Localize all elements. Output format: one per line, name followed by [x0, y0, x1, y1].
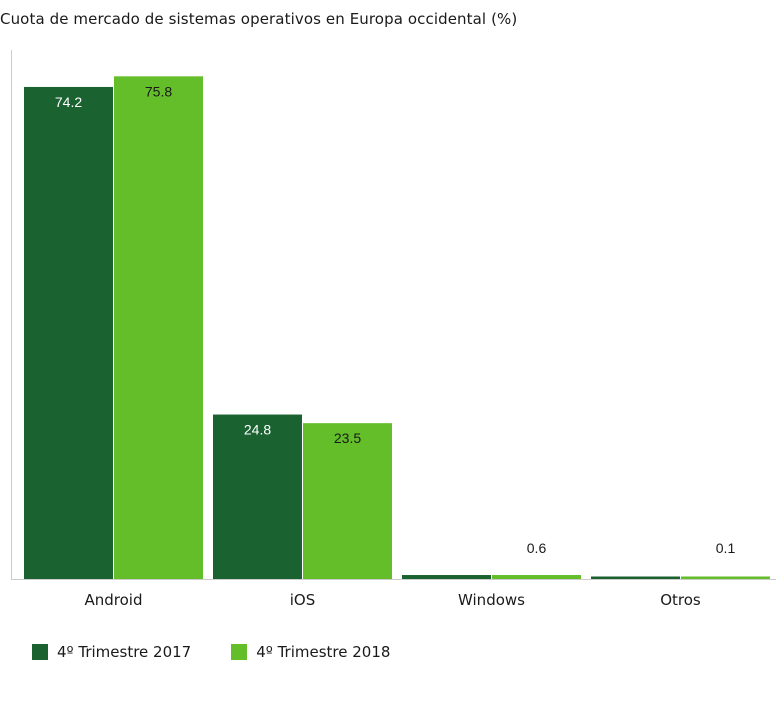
legend: 4º Trimestre 2017 4º Trimestre 2018 [32, 643, 430, 661]
chart-title: Cuota de mercado de sistemas operativos … [0, 10, 518, 28]
data-label-android-2017: 74.2 [55, 94, 82, 110]
category-label-android: Android [85, 591, 143, 609]
legend-item-2018: 4º Trimestre 2018 [231, 643, 390, 661]
legend-item-2017: 4º Trimestre 2017 [32, 643, 191, 661]
legend-label-2018: 4º Trimestre 2018 [256, 643, 391, 661]
bar-otros-2018 [681, 576, 770, 579]
data-label-windows-2018: 0.6 [527, 540, 547, 556]
legend-label-2017: 4º Trimestre 2017 [57, 643, 192, 661]
bar-android-2017 [24, 86, 113, 580]
category-label-windows: Windows [458, 591, 525, 609]
bar-otros-2017 [591, 576, 680, 579]
bar-windows-2017 [402, 575, 491, 579]
data-label-android-2018: 75.8 [145, 83, 172, 99]
bar-ios-2018 [303, 423, 392, 579]
data-label-ios-2017: 24.8 [244, 422, 271, 438]
bar-windows-2018 [492, 575, 581, 579]
data-label-ios-2018: 23.5 [334, 430, 361, 446]
category-label-ios: iOS [290, 591, 316, 609]
legend-swatch-2017 [32, 644, 48, 660]
legend-swatch-2018 [231, 644, 248, 660]
bar-ios-2017 [213, 414, 302, 579]
bar-android-2018 [114, 76, 203, 579]
data-label-otros-2018: 0.1 [716, 540, 736, 556]
category-label-otros: Otros [660, 591, 701, 609]
